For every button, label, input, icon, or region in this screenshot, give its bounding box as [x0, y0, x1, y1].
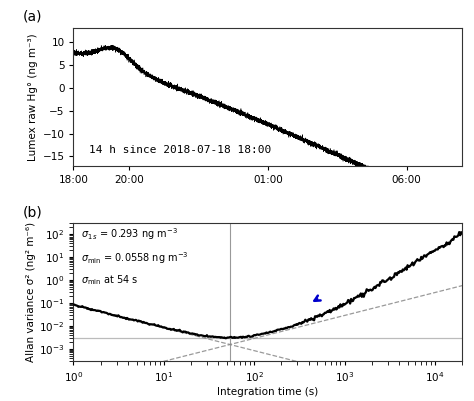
Y-axis label: Allan variance σ² (ng² m⁻⁶): Allan variance σ² (ng² m⁻⁶) [26, 222, 36, 362]
Text: (a): (a) [23, 10, 43, 24]
Y-axis label: Lumex raw Hg° (ng m⁻³): Lumex raw Hg° (ng m⁻³) [28, 33, 38, 161]
X-axis label: Integration time (s): Integration time (s) [217, 387, 319, 397]
Text: (b): (b) [23, 205, 43, 219]
Text: $\sigma_{1\,s}$ = 0.293 ng m$^{-3}$
$\sigma_{\rm min}$ = 0.0558 ng m$^{-3}$
$\si: $\sigma_{1\,s}$ = 0.293 ng m$^{-3}$ $\si… [81, 226, 189, 287]
Text: 14 h since 2018-07-18 18:00: 14 h since 2018-07-18 18:00 [89, 145, 271, 155]
